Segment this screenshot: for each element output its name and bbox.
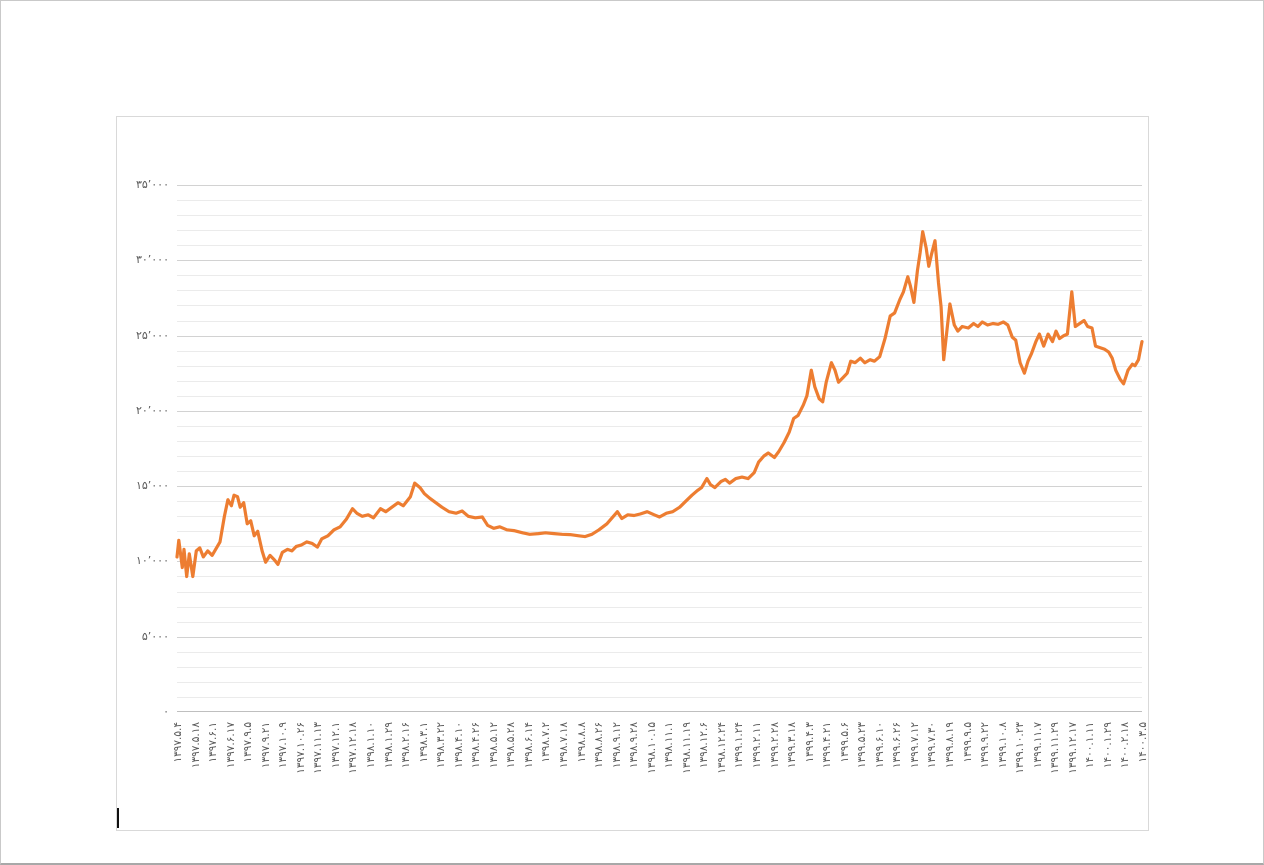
y-axis-tick-label: ۵’۰۰۰ <box>141 629 169 643</box>
x-axis-tick-label: ۱۳۹۸.۳.۲۲ <box>435 722 448 769</box>
x-axis-tick-label: ۱۳۹۷.۵.۴ <box>172 722 184 763</box>
x-axis-tick-label: ۱۳۹۷.۱۱.۱۳ <box>312 722 325 774</box>
x-axis-tick-label: ۱۳۹۹.۱۰.۲۳ <box>1014 722 1027 774</box>
x-axis-tick-label: ۱۳۹۸.۷.۲ <box>540 722 553 763</box>
x-axis-tick-label: ۱۳۹۸.۱۲.۶ <box>698 722 711 769</box>
x-axis-tick-label: ۱۳۹۷.۶.۱۷ <box>224 722 237 769</box>
x-axis-tick-label: ۱۳۹۸.۱.۲۹ <box>382 722 395 769</box>
x-axis-tick-label: ۱۳۹۷.۱۲.۱۸ <box>347 722 360 774</box>
x-axis-tick-label: ۱۳۹۹.۱۲.۱۷ <box>1066 722 1079 774</box>
x-axis-tick-label: ۱۳۹۹.۱۱.۲۹ <box>1049 722 1062 774</box>
x-axis-tick-label: ۱۳۹۸.۱.۱۰ <box>365 722 377 769</box>
x-axis-tick-label: ۱۳۹۸.۳.۱ <box>417 722 430 763</box>
y-axis-tick-label: ۰ <box>163 705 169 718</box>
x-axis-tick-label: ۱۳۹۹.۶.۲۶ <box>891 722 904 769</box>
chart-card[interactable]: ۰ ۵’۰۰۰ ۱۰’۰۰۰ ۱۵’۰۰۰ ۲۰’۰۰۰ ۲۵’۰۰۰ ۳۰’۰۰۰ ۳۵’۰… <box>116 116 1149 831</box>
x-axis-tick-label: ۱۳۹۸.۵.۱۲ <box>487 722 500 769</box>
x-axis-tick-label: ۱۳۹۷.۱۲.۱ <box>329 722 342 769</box>
x-axis-tick-label: ۱۳۹۹.۳.۱۸ <box>786 722 799 769</box>
x-axis-tick-label: ۱۳۹۸.۹.۱۲ <box>610 722 623 769</box>
x-axis-tick-label: ۱۳۹۹.۷.۱۲ <box>908 722 921 769</box>
x-axis-tick-label: ۱۳۹۹.۲.۲۸ <box>768 722 781 769</box>
x-axis-tick-label: ۱۳۹۹.۸.۱۹ <box>944 722 956 769</box>
y-axis-tick-label: ۱۵’۰۰۰ <box>135 479 169 493</box>
x-axis-tick-label: ۱۳۹۹.۹.۵ <box>961 722 974 763</box>
x-axis-tick-label: ۱۳۹۹.۶.۱۰ <box>873 722 886 769</box>
x-axis-tick-label: ۱۳۹۹.۱۰.۸ <box>996 722 1009 769</box>
x-axis-tick-label: ۱۳۹۷.۱۰.۲۶ <box>294 722 307 774</box>
x-axis-tick-label: ۱۳۹۸.۱۰.۱۵ <box>645 722 658 774</box>
cursor-artifact <box>117 808 119 828</box>
y-axis-tick-label: ۳۰’۰۰۰ <box>135 253 169 267</box>
x-axis-tick-label: ۱۳۹۸.۸.۸ <box>575 722 588 763</box>
x-axis-tick-label: ۱۴۰۰.۲.۱۸ <box>1119 722 1132 769</box>
exchange-rate-line-series <box>175 230 1144 579</box>
x-axis-tick-label: ۱۳۹۹.۵.۲۳ <box>856 722 869 769</box>
x-axis-tick-label: ۱۳۹۸.۲.۱۶ <box>400 722 413 769</box>
x-axis-tick-label: ۱۳۹۹.۴.۲۱ <box>821 722 834 769</box>
y-axis-tick-label: ۲۵’۰۰۰ <box>135 328 169 342</box>
y-axis-tick-label: ۳۵’۰۰۰ <box>135 178 169 191</box>
x-axis-tick-label: ۱۳۹۸.۸.۲۶ <box>593 722 606 769</box>
y-axis-tick-label: ۲۰’۰۰۰ <box>135 403 169 417</box>
x-axis-tick-label: ۱۳۹۸.۷.۱۸ <box>558 722 570 769</box>
plot-area <box>175 185 1144 712</box>
y-axis-tick-label: ۱۰’۰۰۰ <box>135 554 169 568</box>
x-axis-tick-label: ۱۳۹۸.۶.۱۴ <box>522 722 535 769</box>
x-axis-tick-label: ۱۳۹۹.۱.۲۴ <box>733 722 746 769</box>
x-axis-tick-label: ۱۳۹۸.۴.۱۰ <box>452 722 465 769</box>
x-axis-tick-label: ۱۳۹۸.۵.۲۸ <box>505 722 518 769</box>
x-axis-tick-label: ۱۳۹۸.۱۲.۲۴ <box>715 722 728 774</box>
x-axis-tick-label: ۱۴۰۰.۱.۲۹ <box>1101 722 1114 769</box>
x-axis-tick-label: ۱۳۹۸.۹.۲۸ <box>628 722 641 769</box>
x-axis-tick-label: ۱۴۰۰.۳.۵ <box>1137 722 1149 763</box>
x-axis-tick-label: ۱۳۹۷.۵.۱۸ <box>189 722 202 769</box>
x-axis-tick-label: ۱۳۹۷.۹.۲۱ <box>259 722 272 769</box>
x-axis-tick-label: ۱۳۹۷.۱۰.۹ <box>277 722 290 769</box>
x-axis-tick-label: ۱۳۹۹.۴.۳ <box>803 722 816 763</box>
x-axis-tick-label: ۱۳۹۸.۴.۲۶ <box>470 722 483 769</box>
x-axis-tick-label: ۱۳۹۸.۱۱.۱۹ <box>680 722 693 774</box>
x-axis-tick-label: ۱۳۹۷.۹.۵ <box>242 722 255 763</box>
x-axis-tick-label: ۱۴۰۰.۱.۱۱ <box>1084 722 1097 769</box>
x-axis-tick-label: ۱۳۹۹.۲.۱۱ <box>751 722 763 769</box>
x-axis-tick-label: ۱۳۹۹.۷.۳۰ <box>926 722 939 769</box>
x-axis-tick-label: ۱۳۹۸.۱۱.۱ <box>663 722 676 769</box>
x-axis-tick-label: ۱۳۹۷.۶.۱ <box>207 722 220 763</box>
x-axis-tick-label: ۱۳۹۹.۹.۲۲ <box>979 722 992 769</box>
x-axis-tick-label: ۱۳۹۹.۵.۶ <box>838 722 851 763</box>
x-axis-tick-label: ۱۳۹۹.۱۱.۷ <box>1031 722 1044 769</box>
